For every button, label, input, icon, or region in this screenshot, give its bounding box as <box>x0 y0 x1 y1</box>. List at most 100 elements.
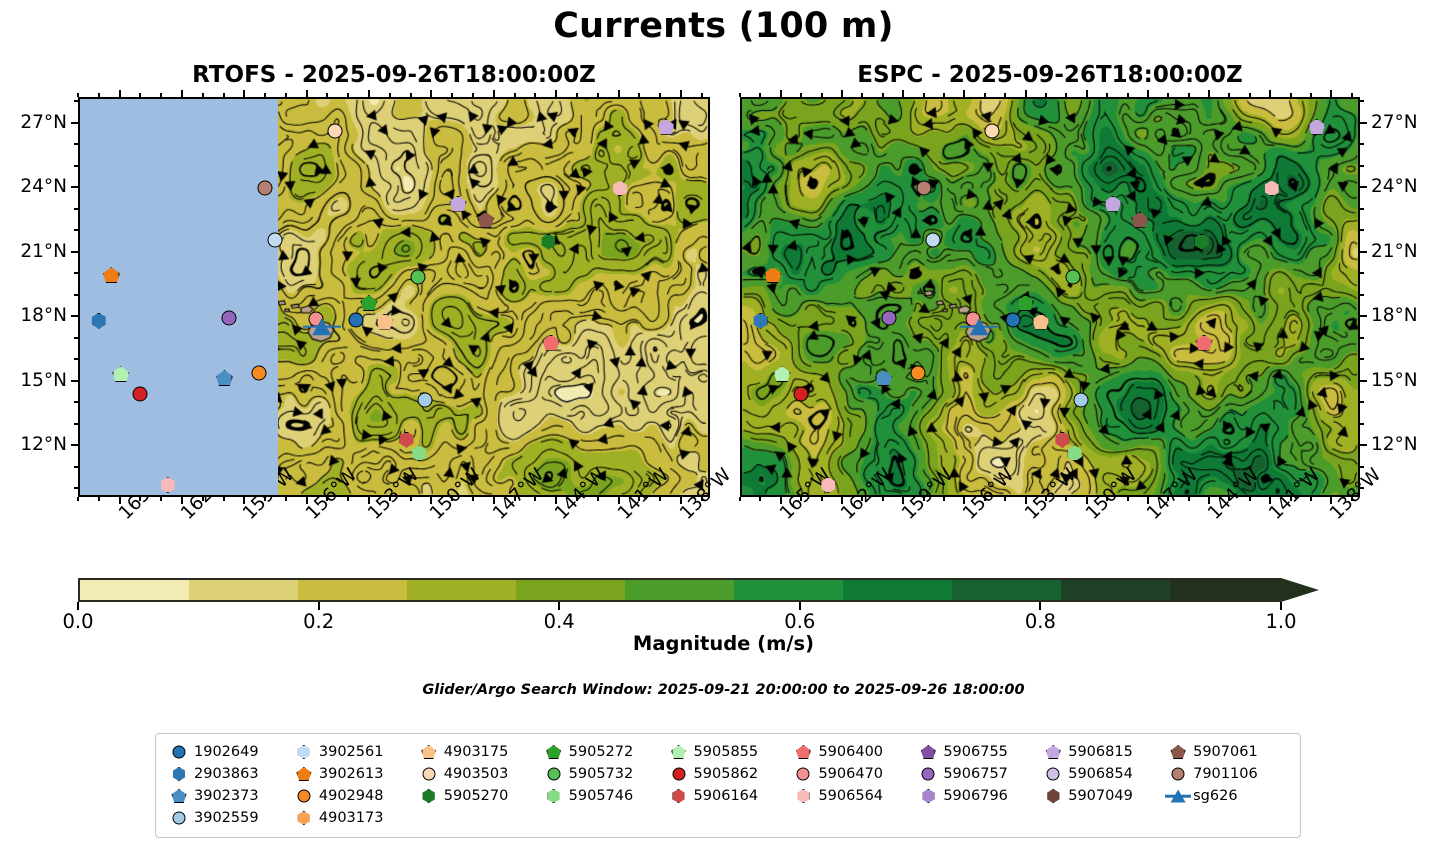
legend-marker-glyph <box>297 745 310 759</box>
legend-item-5905270[interactable]: 5905270 <box>416 785 541 807</box>
map-marker-1902649[interactable] <box>346 310 366 330</box>
map-marker-1902649[interactable] <box>1003 310 1023 330</box>
legend-item-1902649[interactable]: 1902649 <box>166 741 291 763</box>
colorbar-tick <box>1280 602 1282 610</box>
map-marker-4902948[interactable] <box>249 363 269 383</box>
y-axis-tick <box>1360 186 1367 189</box>
map-marker-5905855[interactable] <box>111 364 131 384</box>
map-marker-4903175[interactable] <box>1031 312 1051 332</box>
map-marker-3902373[interactable] <box>214 368 234 388</box>
map-marker-5907061[interactable] <box>1130 210 1150 230</box>
map-marker-5906564[interactable] <box>1262 178 1282 198</box>
map-marker-4902948[interactable] <box>908 363 928 383</box>
map-marker-5905732[interactable] <box>1063 267 1083 287</box>
legend-item-4903503[interactable]: 4903503 <box>416 763 541 785</box>
map-marker-3902373[interactable] <box>874 368 894 388</box>
map-marker-5906815[interactable] <box>656 117 676 137</box>
legend-item-5907061[interactable]: 5907061 <box>1165 741 1290 763</box>
map-marker-5906815b[interactable] <box>448 194 468 214</box>
legend-item-5905746[interactable]: 5905746 <box>541 785 666 807</box>
map-marker-5905732[interactable] <box>408 267 428 287</box>
map-marker-3902613[interactable] <box>763 265 783 285</box>
legend-item-5905272[interactable]: 5905272 <box>541 741 666 763</box>
map-marker-4903503[interactable] <box>982 121 1002 141</box>
x-axis-tick <box>840 90 843 97</box>
legend-item-5906470[interactable]: 5906470 <box>790 763 915 785</box>
map-marker-5906400[interactable] <box>541 333 561 353</box>
legend-item-3902373[interactable]: 3902373 <box>166 785 291 807</box>
map-marker-5905862[interactable] <box>130 384 150 404</box>
y-axis-label: 12°N <box>1371 434 1418 456</box>
map-marker-2903863[interactable] <box>750 311 770 331</box>
legend-marker-icon <box>166 742 192 762</box>
map-marker-5905272[interactable] <box>359 293 379 313</box>
legend-item-5906755[interactable]: 5906755 <box>915 741 1040 763</box>
map-marker-7901106[interactable] <box>255 178 275 198</box>
map-marker-4903503[interactable] <box>325 121 345 141</box>
legend-item-5906564[interactable]: 5906564 <box>790 785 915 807</box>
map-marker-5905855[interactable] <box>772 364 792 384</box>
legend-item-4902948[interactable]: 4902948 <box>291 785 416 807</box>
legend-item-5906796[interactable]: 5906796 <box>915 785 1040 807</box>
map-marker-5906564[interactable] <box>610 178 630 198</box>
legend-item-3902561[interactable]: 3902561 <box>291 741 416 763</box>
marker-glyph <box>410 269 426 285</box>
legend-item-5905855[interactable]: 5905855 <box>666 741 791 763</box>
map-marker-2903863[interactable] <box>89 311 109 331</box>
map-marker-5906815[interactable] <box>1307 117 1327 137</box>
legend-marker-icon <box>666 786 692 806</box>
legend-item-5905862[interactable]: 5905862 <box>666 763 791 785</box>
marker-glyph <box>1016 294 1034 311</box>
platform-legend[interactable]: 1902649 2903863 3902373 3902559 3902561 39026… <box>155 733 1301 838</box>
map-marker-5907061[interactable] <box>476 210 496 230</box>
map-marker-4903175[interactable] <box>375 312 395 332</box>
map-marker-3902613[interactable] <box>101 265 121 285</box>
marker-glyph <box>541 233 556 250</box>
map-marker-sg626[interactable] <box>960 317 999 337</box>
legend-item-5906815[interactable]: 5906815 <box>1040 741 1165 763</box>
legend-item-label: 5905862 <box>693 766 759 782</box>
map-marker-7901106[interactable] <box>914 178 934 198</box>
map-panel-espc[interactable] <box>740 97 1360 497</box>
legend-item-5906400[interactable]: 5906400 <box>790 741 915 763</box>
map-marker-5906564b[interactable] <box>158 475 178 495</box>
legend-marker-glyph <box>547 767 561 781</box>
map-marker-5905270[interactable] <box>538 232 558 252</box>
map-marker-5905746[interactable] <box>1065 443 1085 463</box>
legend-item-2903863[interactable]: 2903863 <box>166 763 291 785</box>
map-marker-3902559[interactable] <box>415 390 435 410</box>
map-marker-5905270[interactable] <box>1192 232 1212 252</box>
legend-item-7901106[interactable]: 7901106 <box>1165 763 1290 785</box>
legend-marker-glyph <box>547 789 560 803</box>
legend-marker-glyph <box>172 745 186 759</box>
colorbar[interactable] <box>78 578 1360 602</box>
map-marker-5905746[interactable] <box>409 443 429 463</box>
map-marker-5906757[interactable] <box>879 308 899 328</box>
map-marker-3902559[interactable] <box>1071 390 1091 410</box>
legend-item-5906854[interactable]: 5906854 <box>1040 763 1165 785</box>
legend-item-4903173[interactable]: 4903173 <box>291 807 416 829</box>
legend-item-5905732[interactable]: 5905732 <box>541 763 666 785</box>
map-marker-5906164[interactable] <box>397 430 417 450</box>
map-marker-5906400[interactable] <box>1194 333 1214 353</box>
legend-item-5906757[interactable]: 5906757 <box>915 763 1040 785</box>
map-marker-5906564b[interactable] <box>818 475 838 495</box>
x-axis-tick <box>368 497 371 504</box>
legend-item-5907049[interactable]: 5907049 <box>1040 785 1165 807</box>
legend-item-5906164[interactable]: 5906164 <box>666 785 791 807</box>
map-panel-rtofs[interactable] <box>78 97 710 497</box>
map-marker-5906815b[interactable] <box>1103 194 1123 214</box>
legend-item-4903175[interactable]: 4903175 <box>416 741 541 763</box>
marker-glyph <box>1065 269 1081 285</box>
legend-item-label: 7901106 <box>1193 766 1258 782</box>
legend-item-3902559[interactable]: 3902559 <box>166 807 291 829</box>
map-marker-5906757[interactable] <box>219 308 239 328</box>
map-marker-5905272[interactable] <box>1015 293 1035 313</box>
map-marker-3902561[interactable] <box>923 230 943 250</box>
map-marker-5905862[interactable] <box>791 384 811 404</box>
map-marker-sg626[interactable] <box>302 317 341 337</box>
map-marker-5906164[interactable] <box>1052 430 1072 450</box>
legend-item-sg626[interactable]: sg626 <box>1165 785 1290 807</box>
map-marker-3902561[interactable] <box>265 230 285 250</box>
legend-item-3902613[interactable]: 3902613 <box>291 763 416 785</box>
